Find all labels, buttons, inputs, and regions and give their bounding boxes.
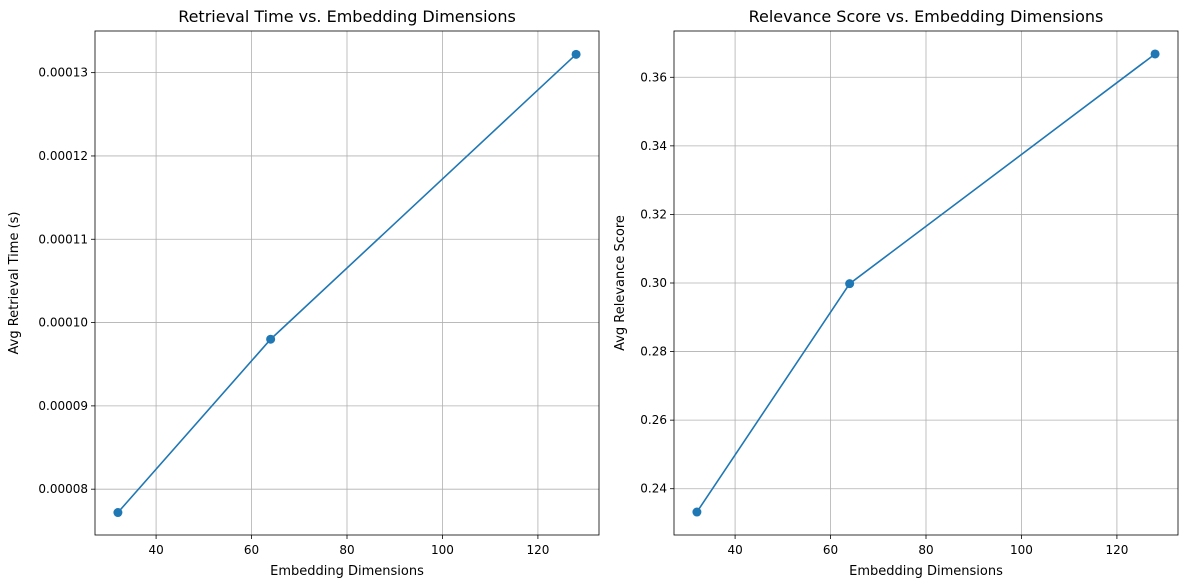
data-point bbox=[1150, 49, 1160, 59]
x-tick-label: 120 bbox=[1105, 543, 1128, 557]
y-tick-label: 0.24 bbox=[640, 482, 667, 496]
x-tick-label: 80 bbox=[339, 543, 354, 557]
y-tick-label: 0.00009 bbox=[38, 399, 88, 413]
y-axis-label: Avg Retrieval Time (s) bbox=[7, 212, 22, 355]
grid bbox=[95, 31, 599, 535]
x-axis-label: Embedding Dimensions bbox=[270, 564, 424, 579]
y-tick-label: 0.00011 bbox=[38, 232, 88, 246]
data-point bbox=[266, 334, 276, 344]
data-point bbox=[571, 49, 581, 59]
y-tick-label: 0.30 bbox=[640, 276, 667, 290]
y-tick-label: 0.00012 bbox=[38, 149, 88, 163]
y-tick-label: 0.36 bbox=[640, 70, 667, 84]
grid bbox=[674, 31, 1178, 535]
chart-title: Relevance Score vs. Embedding Dimensions bbox=[749, 7, 1104, 26]
x-tick-label: 100 bbox=[1010, 543, 1033, 557]
relevance-score-chart: Relevance Score vs. Embedding Dimensions… bbox=[613, 7, 1179, 579]
y-tick-label: 0.26 bbox=[640, 413, 667, 427]
x-tick-label: 40 bbox=[727, 543, 742, 557]
x-tick-label: 60 bbox=[823, 543, 838, 557]
y-tick-label: 0.00008 bbox=[38, 482, 88, 496]
y-tick-label: 0.34 bbox=[640, 139, 667, 153]
y-tick-label: 0.00010 bbox=[38, 316, 88, 330]
data-point bbox=[845, 279, 855, 289]
x-tick-label: 120 bbox=[526, 543, 549, 557]
y-tick-label: 0.00013 bbox=[38, 66, 88, 80]
x-tick-label: 100 bbox=[431, 543, 454, 557]
x-tick-label: 40 bbox=[148, 543, 163, 557]
y-axis-label: Avg Relevance Score bbox=[613, 215, 628, 351]
x-axis-label: Embedding Dimensions bbox=[849, 564, 1003, 579]
x-tick-label: 80 bbox=[918, 543, 933, 557]
retrieval-time-chart: Retrieval Time vs. Embedding Dimensions … bbox=[7, 7, 600, 579]
y-tick-label: 0.28 bbox=[640, 345, 667, 359]
data-point bbox=[113, 508, 123, 518]
data-point bbox=[692, 507, 702, 517]
chart-title: Retrieval Time vs. Embedding Dimensions bbox=[178, 7, 516, 26]
x-tick-label: 60 bbox=[244, 543, 259, 557]
y-tick-label: 0.32 bbox=[640, 207, 667, 221]
